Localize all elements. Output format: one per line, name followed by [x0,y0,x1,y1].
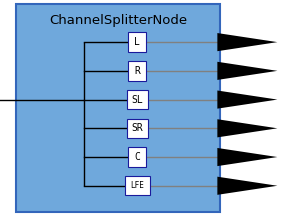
Bar [126,119,148,138]
Bar [125,176,150,195]
Polygon shape [217,62,277,80]
Polygon shape [217,91,277,109]
Bar [16,4,220,212]
Text: L: L [134,37,140,47]
Text: ChannelSplitterNode: ChannelSplitterNode [49,14,187,27]
Polygon shape [217,148,277,166]
Text: SL: SL [131,95,143,105]
Text: LFE: LFE [130,181,144,190]
Polygon shape [217,33,277,51]
Polygon shape [217,177,277,195]
Text: C: C [134,152,140,162]
Text: R: R [134,66,140,76]
Bar [126,90,148,109]
Polygon shape [217,119,277,137]
Bar [128,147,146,167]
Bar [128,32,146,52]
Bar [128,61,146,81]
Text: SR: SR [131,123,143,133]
